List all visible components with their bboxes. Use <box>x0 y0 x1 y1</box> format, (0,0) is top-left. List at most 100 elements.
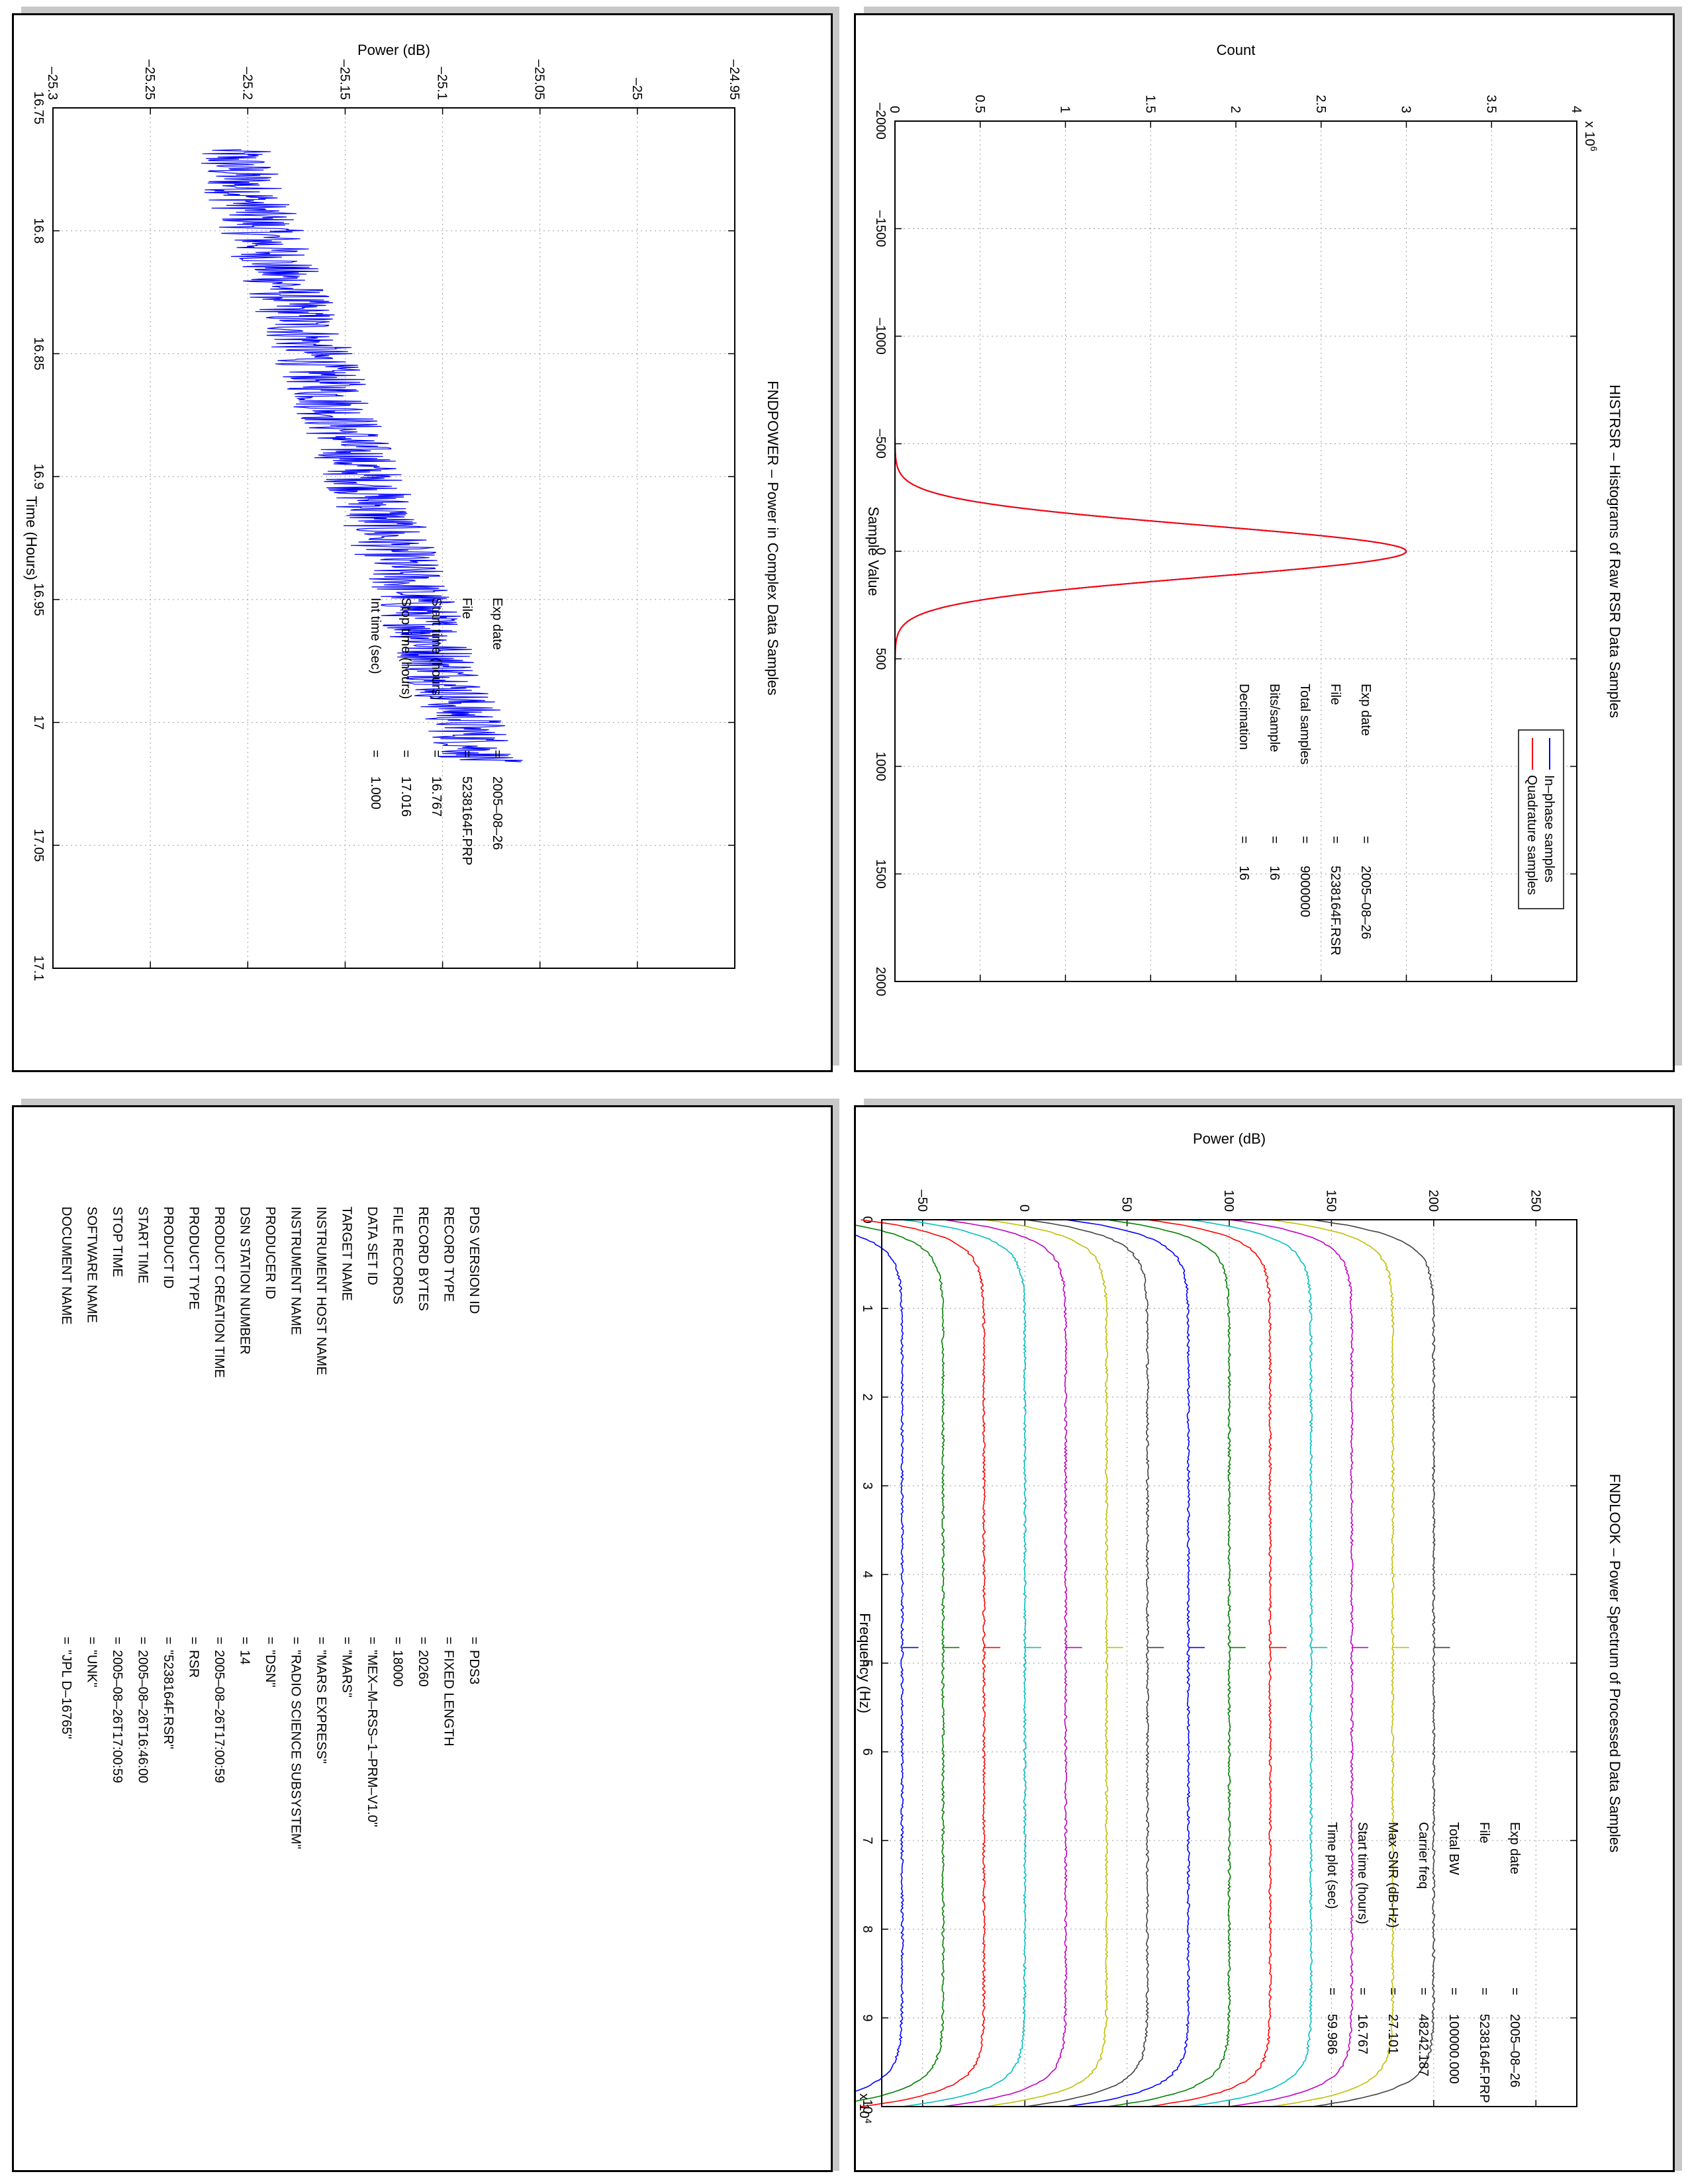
y-tick-label: 3.5 <box>1483 95 1498 113</box>
info-value: 5238164F.RSR <box>1328 866 1342 956</box>
label-key: DOCUMENT NAME <box>59 1206 73 1325</box>
y-tick-label: –25.25 <box>142 60 157 100</box>
info-label: File <box>1477 1822 1491 1843</box>
label-key: PDS VERSION ID <box>467 1206 481 1314</box>
info-equals: = <box>1385 1987 1400 1995</box>
info-value: 5238164F.PRP <box>1477 2014 1491 2103</box>
info-value: 16 <box>1267 866 1282 880</box>
info-equals: = <box>490 750 504 758</box>
label-equals: = <box>391 1637 405 1645</box>
spectrum-plot-frame <box>881 1219 1577 2107</box>
info-value: 16 <box>1237 866 1251 880</box>
label-equals: = <box>238 1637 252 1645</box>
spectrum-series-5 <box>984 1219 1109 2107</box>
x-tick-label: 1000 <box>873 752 888 782</box>
label-value: "RADIO SCIENCE SUBSYSTEM" <box>289 1650 303 1849</box>
occultation-key: OCCULTATION NUMBER <box>14 1206 15 1359</box>
info-label: Exp date <box>1507 1822 1522 1874</box>
label-key: PRODUCT ID <box>161 1206 175 1289</box>
x-tick-label: –1500 <box>873 210 888 248</box>
spectrum-series-10 <box>1188 1219 1313 2107</box>
label-value: "JPL D–16765" <box>59 1650 73 1739</box>
x-tick-label: 0 <box>860 1216 874 1223</box>
spectrum-series-1 <box>819 1219 945 2107</box>
label-key: FILE RECORDS <box>391 1206 405 1304</box>
x-tick-label: 16.8 <box>31 218 46 244</box>
label-value: "UNK" <box>85 1650 99 1687</box>
info-value: 1.000 <box>368 776 383 809</box>
label-value: 20260 <box>416 1650 430 1687</box>
label-equals: = <box>59 1637 73 1645</box>
x-tick-label: 6 <box>860 1748 874 1755</box>
label-equals: = <box>467 1637 481 1645</box>
info-value: 9000000 <box>1297 866 1312 917</box>
y-tick-label: 150 <box>1323 1190 1338 1212</box>
info-value: 16.767 <box>1355 2014 1370 2054</box>
y-tick-label: 2 <box>1228 106 1243 113</box>
legend-box <box>1518 729 1564 909</box>
y-tick-label: 2.5 <box>1313 95 1328 113</box>
y-tick-label: –25.1 <box>435 67 449 100</box>
info-label: Decimation <box>1237 684 1251 750</box>
label-key: SOFTWARE NAME <box>85 1206 99 1323</box>
y-tick-label: 4 <box>1569 106 1583 113</box>
info-label: Max SNR (dB-Hz) <box>1385 1822 1400 1928</box>
legend-label-inphase: In–phase samples <box>1542 775 1556 882</box>
info-value: 2005–08–26 <box>490 776 504 850</box>
info-label: Stop time (hours) <box>399 598 413 699</box>
label-equals: = <box>365 1637 379 1645</box>
x-tick-label: 7 <box>860 1837 874 1844</box>
info-equals: = <box>1507 1987 1522 1995</box>
spectrum-chart-title: FNDLOOK – Power Spectrum of Processed Da… <box>1607 1474 1623 1852</box>
info-value: 5238164F.PRP <box>459 776 474 866</box>
info-label: File <box>1328 684 1342 705</box>
info-label: Total samples <box>1297 684 1312 764</box>
info-label: Exp date <box>1358 684 1373 736</box>
y-tick-label: –24.95 <box>727 60 741 100</box>
label-value: "5238164F.RSR" <box>161 1650 175 1749</box>
x-tick-label: –2000 <box>873 103 888 140</box>
info-label: Time plot (sec) <box>1325 1822 1339 1909</box>
x-tick-label: 4 <box>860 1570 874 1578</box>
spectrum-series-7 <box>1065 1219 1191 2107</box>
info-value: 100000.000 <box>1446 2014 1461 2084</box>
spectrum-series-11 <box>1229 1219 1354 2107</box>
label-value: "DSN" <box>263 1650 277 1687</box>
label-value: RSR <box>187 1650 201 1678</box>
info-label: Exp date <box>490 598 504 650</box>
label-equals: = <box>416 1637 430 1645</box>
x-tick-label: 2000 <box>873 967 888 997</box>
x-tick-label: 16.9 <box>31 464 46 490</box>
info-equals: = <box>1297 836 1312 844</box>
label-equals: = <box>212 1637 226 1645</box>
spectrum-series-12 <box>1270 1219 1395 2107</box>
histogram-panel: –2000 –1500 –1000 –500 0 500 1000 1500 2000 0 0.5 1… <box>854 13 1675 1072</box>
histogram-x-axis-label: Sample Value <box>865 506 882 596</box>
label-value: PDS3 <box>467 1650 481 1684</box>
label-key: PRODUCT TYPE <box>187 1206 201 1310</box>
x-tick-label: 2 <box>860 1393 874 1400</box>
label-panel: PDS VERSION ID = PDS3 RECORD TYPE = FIXED LEN… <box>1 1105 833 2172</box>
label-key: STOP TIME <box>110 1206 124 1277</box>
info-label: File <box>459 598 474 619</box>
power-x-axis-label: Time (Hours) <box>23 496 40 580</box>
label-value: "MEX–M–RSS–1–PRM–V1.0" <box>365 1650 379 1827</box>
label-key: INSTRUMENT NAME <box>289 1206 303 1335</box>
label-equals: = <box>85 1637 99 1645</box>
y-tick-label: 50 <box>1119 1197 1134 1212</box>
x-tick-label: 17.05 <box>31 829 46 862</box>
power-plot-frame <box>52 107 735 969</box>
spectrum-series-0 <box>778 1219 904 2107</box>
info-equals: = <box>429 750 444 758</box>
info-equals: = <box>368 750 383 758</box>
y-tick-label: 1 <box>1058 106 1072 113</box>
x-tick-label: 5 <box>860 1659 874 1666</box>
info-equals: = <box>1416 1987 1430 1995</box>
label-value: "MARS" <box>340 1650 354 1698</box>
spectrum-x-axis-label: Frequency (Hz) <box>857 1613 873 1713</box>
info-value: 16.767 <box>429 776 444 817</box>
label-value: 2005–08–26T16:46:00 <box>136 1650 150 1783</box>
info-value: 2005–08–26 <box>1358 866 1373 939</box>
info-label: Carrier freq <box>1416 1822 1430 1889</box>
legend-label-quadrature: Quadrature samples <box>1524 775 1539 895</box>
